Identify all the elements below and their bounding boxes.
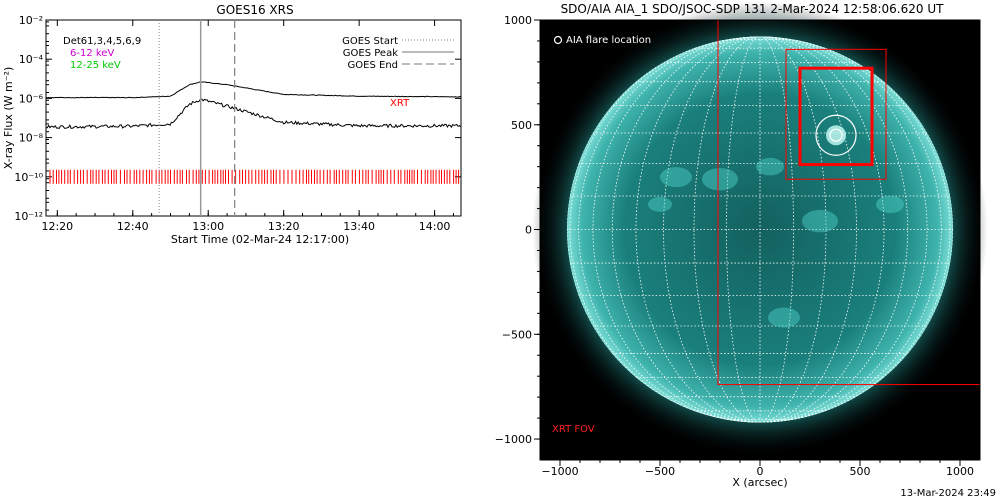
xrt-observation-rug [49,169,460,184]
active-region-glow [648,196,672,212]
right-x-tick-label: 500 [850,465,871,478]
left-x-axis: 12:20 12:40 13:00 13:20 13:40 14:00 [41,20,454,233]
right-x-label: X (arcsec) [732,476,787,489]
left-chart-title: GOES16 XRS [216,3,293,17]
longitude-line [663,36,761,423]
active-region-glow [768,307,800,328]
left-y-axis: 10⁻² 10⁻⁴ 10⁻⁶ 10⁻⁸ 10⁻¹⁰ 10⁻¹² [14,14,461,223]
longitude-line [759,36,885,423]
longitude-line [726,36,761,423]
footer-timestamp: 13-Mar-2024 23:49 [900,488,996,499]
left-y-tick-label: 10⁻² [19,14,43,27]
left-y-tick-label: 10⁻¹² [14,210,43,223]
aia-image-panel: SDO/AIA AIA_1 SDO/JSOC-SDP 131 2-Mar-202… [495,1,988,489]
right-y-tick-label: 0 [525,224,532,237]
right-x-tick-label: −1000 [541,465,578,478]
band-low-label: 6-12 keV [70,48,114,59]
xrt-fine-fov-box [798,66,874,167]
longitude-line [592,36,761,423]
left-x-tick-label: 13:20 [268,220,300,233]
right-y-tick-label: 1000 [504,14,532,27]
flux-series-line [46,98,461,129]
longitude-line [759,36,928,423]
active-region-glow [802,209,838,233]
legend-goes-start: GOES Start [342,36,398,47]
right-y-tick-label: −1000 [495,433,532,446]
longitude-line [578,36,761,423]
goes-xrs-chart: GOES16 XRS 12:20 12:40 13:00 13:20 13:40 14:0… [2,3,462,246]
band-high-label: 12-25 keV [70,60,121,71]
active-region-glow [660,167,692,188]
left-y-tick-label: 10⁻⁶ [19,92,44,105]
active-region-glow [876,195,904,214]
left-y-tick-label: 10⁻¹⁰ [14,171,43,184]
left-x-tick-label: 13:40 [343,220,375,233]
right-x-tick-label: 1000 [946,465,974,478]
right-x-tick-label: −500 [645,465,675,478]
left-y-tick-label: 10⁻⁴ [19,53,44,66]
left-x-tick-label: 12:40 [117,220,149,233]
longitude-line [759,36,942,423]
left-y-label: X-ray Flux (W m⁻²) [2,67,15,169]
legend-goes-peak: GOES Peak [343,48,398,59]
detector-label: Det61,3,4,5,6,9 [63,36,141,47]
heliographic-grid [567,36,953,423]
active-regions [648,114,904,328]
xrt-fov-label: XRT FOV [552,424,595,435]
left-x-tick-label: 14:00 [419,220,451,233]
flare-location-legend-marker [553,35,563,45]
longitude-line [635,36,761,423]
flare-core [826,125,846,146]
flare-location-legend: AIA flare location [566,35,651,46]
right-y-tick-label: 500 [511,119,532,132]
right-x-tick-label: 0 [757,465,764,478]
flux-series-line [45,81,461,99]
left-plot-frame [45,19,462,217]
legend-goes-end: GOES End [348,60,398,71]
goes-event-markers [158,20,236,216]
left-x-tick-label: 13:00 [192,220,224,233]
xrt-label: XRT [390,98,410,109]
longitude-line [759,36,857,423]
flare-location-marker [829,128,843,142]
longitude-line [759,36,794,423]
flare-location-circle [815,114,857,156]
right-x-axis: −1000 −500 0 500 1000 [541,460,974,478]
xrt-coarse-fov-box [785,48,887,180]
left-x-label: Start Time (02-Mar-24 12:17:00) [171,233,349,246]
right-y-tick-label: −500 [502,328,532,341]
active-region-glow [756,157,784,176]
active-region-glow [702,167,738,191]
left-x-tick-label: 12:20 [41,220,73,233]
goes-flux-series [45,81,461,129]
right-y-axis: 1000 500 0 −500 −1000 [495,14,540,446]
left-y-tick-label: 10⁻⁸ [19,132,44,145]
